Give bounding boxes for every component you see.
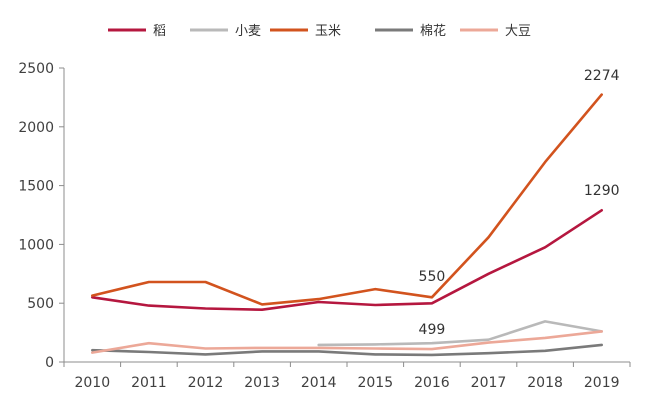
y-tick-label: 500 [27, 296, 54, 312]
data-label: 1290 [584, 183, 620, 199]
legend-item-3: 棉花 [375, 23, 446, 39]
series-line-2 [91, 93, 603, 306]
x-tick-label: 2017 [471, 375, 507, 391]
x-tick-label: 2019 [584, 375, 620, 391]
x-tick-label: 2016 [414, 375, 450, 391]
y-tick-label: 2000 [18, 120, 54, 136]
y-tick-label: 1000 [18, 237, 54, 253]
legend-item-2: 玉米 [270, 24, 341, 39]
y-tick-label: 1500 [18, 179, 54, 195]
legend: 稻 小麦 玉米 棉花 大豆 [108, 23, 531, 39]
x-tick-label: 2012 [188, 375, 224, 391]
data-label: 550 [419, 269, 446, 285]
x-tick-label: 2018 [527, 375, 563, 391]
y-tick-label: 2500 [18, 61, 54, 77]
legend-label: 大豆 [505, 24, 531, 39]
series-line-3 [91, 343, 603, 357]
legend-item-1: 小麦 [190, 24, 261, 39]
legend-label: 稻 [153, 24, 166, 39]
legend-label: 小麦 [235, 24, 261, 39]
annotation-layer: 2274 1290 550 499 [419, 68, 620, 338]
x-tick-label: 2011 [131, 375, 167, 391]
x-axis: 2010 2011 2012 2013 2014 2015 2016 2017 2018 2019 [63, 361, 631, 391]
x-tick-label: 2014 [301, 375, 337, 391]
series-line-4 [91, 330, 603, 354]
x-tick-label: 2015 [357, 375, 393, 391]
series-line-0 [91, 209, 603, 311]
legend-item-0: 稻 [108, 24, 166, 39]
series-line-1 [317, 320, 603, 347]
x-tick-label: 2010 [74, 375, 110, 391]
legend-label: 玉米 [315, 24, 341, 39]
data-label: 499 [419, 322, 446, 338]
legend-label: 棉花 [420, 23, 446, 39]
legend-item-4: 大豆 [460, 24, 531, 39]
series-layer [91, 93, 603, 357]
y-tick-label: 0 [45, 355, 54, 371]
y-axis: 0 500 1000 1500 2000 2500 [18, 61, 65, 371]
data-label: 2274 [584, 68, 620, 84]
x-tick-label: 2013 [244, 375, 280, 391]
